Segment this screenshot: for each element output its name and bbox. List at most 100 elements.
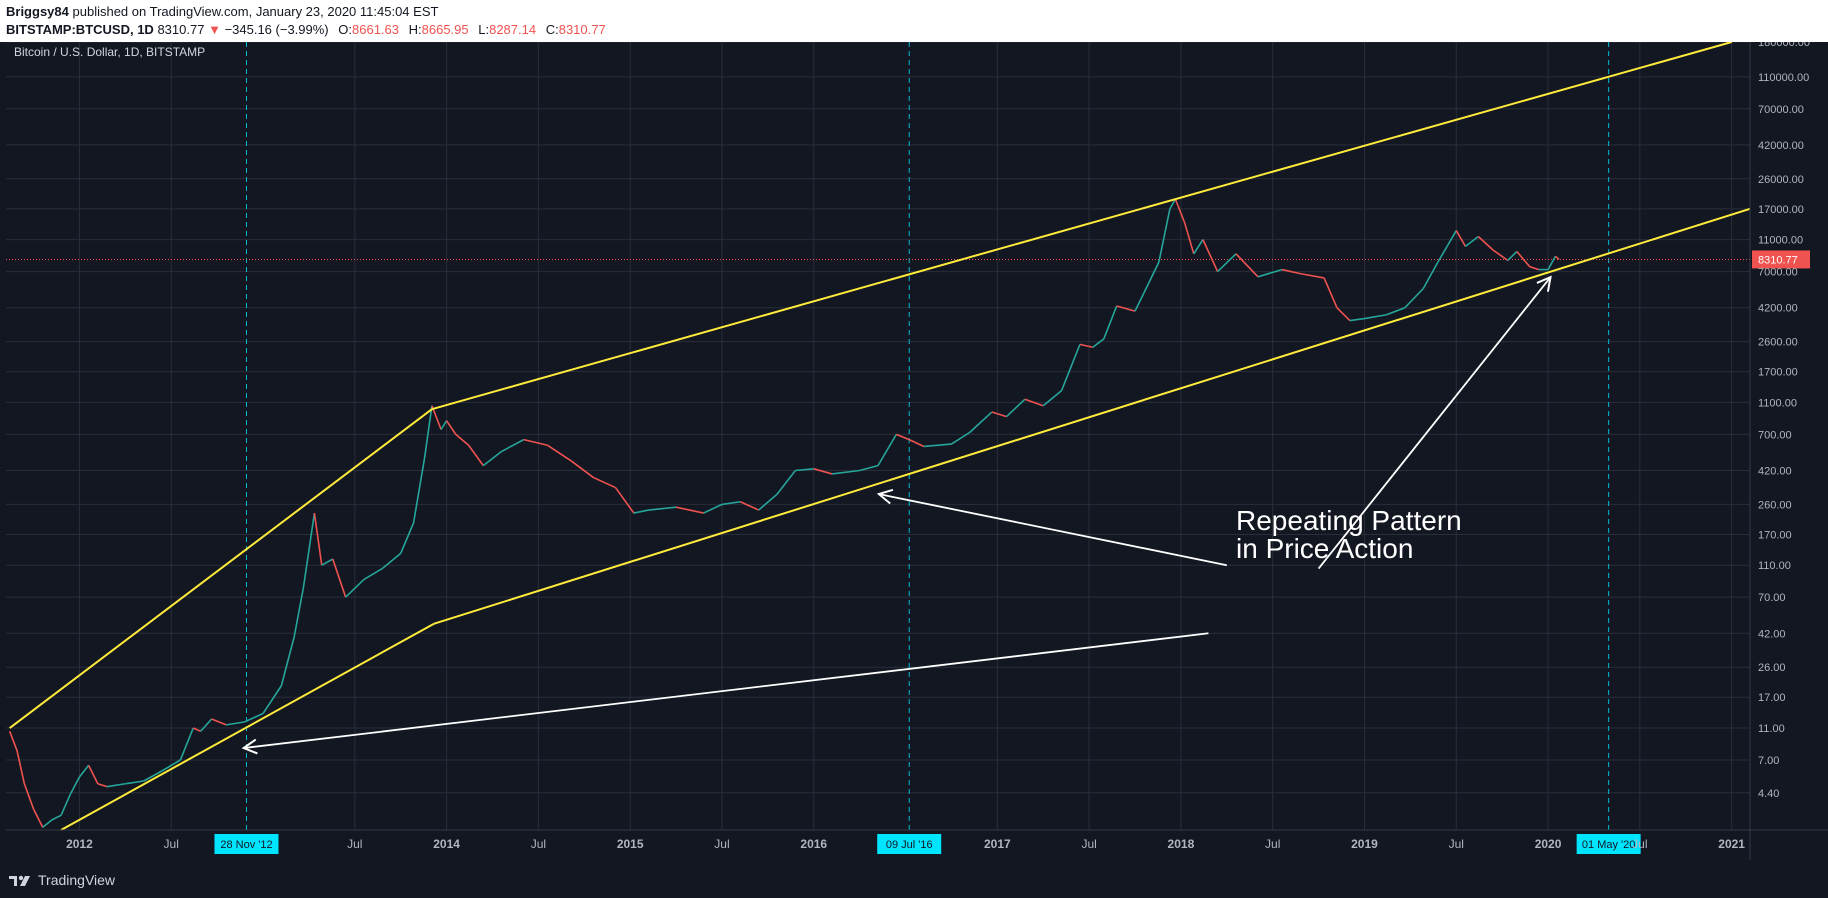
price-segment	[523, 438, 548, 447]
x-tick-label: 2021	[1718, 837, 1745, 851]
price-segment	[877, 433, 898, 467]
price-segment	[1554, 255, 1560, 261]
price-segment	[423, 405, 433, 459]
price-segment	[1193, 239, 1204, 255]
author-name[interactable]: Briggsy84	[6, 4, 69, 19]
price-segment	[1455, 230, 1467, 247]
price-segment	[280, 636, 295, 686]
price-segment	[179, 727, 194, 761]
price-segment	[776, 470, 797, 495]
annotation-arrow	[880, 494, 1227, 567]
price-segment	[813, 468, 833, 475]
high-value: 8665.95	[421, 22, 469, 37]
price-segment	[1134, 284, 1149, 312]
price-segment	[593, 476, 616, 489]
price-segment	[1169, 198, 1177, 210]
annotation-arrows	[245, 278, 1550, 748]
price-segment	[1174, 198, 1186, 223]
y-tick-label: 110.00	[1758, 560, 1791, 572]
price-segment	[758, 493, 778, 511]
y-tick-label: 4200.00	[1758, 303, 1798, 315]
symbol-label: BITSTAMP:BTCUSD, 1D	[6, 22, 154, 37]
y-tick-label: 26000.00	[1758, 174, 1804, 186]
price-segment	[951, 431, 971, 445]
price-segment	[51, 814, 62, 821]
price-segment	[8, 731, 18, 751]
event-markers: 28 Nov '12 09 Jul '16 01 May '20	[214, 42, 1641, 854]
price-segment	[1349, 317, 1365, 322]
price-segment	[633, 509, 649, 514]
x-tick-label: 2020	[1535, 837, 1562, 851]
x-tick-label: 2018	[1168, 837, 1195, 851]
y-tick-label: 260.00	[1758, 499, 1792, 511]
price-segment	[570, 460, 594, 479]
price-segment	[1092, 338, 1105, 348]
price-segment	[321, 558, 334, 566]
price-segment	[547, 444, 572, 462]
down-arrow-icon: ▼	[208, 22, 221, 37]
price-segment	[381, 552, 402, 570]
trendline-lower-channel	[433, 207, 1751, 625]
event-marker-label: 28 Nov '12	[220, 839, 272, 851]
price-segment	[1364, 313, 1387, 320]
x-tick-label: 2015	[617, 837, 644, 851]
price-segment	[399, 522, 415, 554]
price-segment	[60, 794, 71, 816]
price-segment	[1446, 230, 1457, 247]
y-tick-label: 11000.00	[1758, 235, 1803, 247]
chart-title: Bitcoin / U.S. Dollar, 1D, BITSTAMP	[14, 45, 205, 59]
price-segment	[262, 685, 283, 714]
price-segment	[125, 780, 144, 785]
price-segment	[211, 718, 227, 726]
price-segment	[1477, 235, 1494, 251]
price-segment	[226, 721, 245, 726]
price-segment	[614, 487, 635, 514]
y-tick-label: 7.00	[1758, 755, 1779, 767]
open-value: 8661.63	[352, 22, 399, 37]
price-segment	[363, 567, 383, 581]
price-segment	[1217, 253, 1237, 273]
price-segment	[302, 512, 316, 588]
price-segment	[1492, 249, 1509, 262]
tradingview-brand[interactable]: TradingView	[8, 872, 115, 888]
axes: 4.40 7.00 11.00 17.00 26.00 42.00 70.00 110.00 1…	[6, 42, 1828, 860]
publish-header: Briggsy84 published on TradingView.com, …	[0, 0, 1828, 42]
x-tick-label: Jul	[1449, 837, 1464, 851]
y-tick-label: 70.00	[1758, 592, 1786, 604]
price-series	[8, 198, 1560, 828]
price-segment	[293, 587, 305, 637]
price-segment	[87, 764, 99, 785]
y-tick-label: 170.00	[1758, 529, 1792, 541]
chart-background	[0, 42, 1828, 862]
y-tick-label: 70000.00	[1758, 104, 1804, 116]
price-segment	[721, 500, 741, 506]
x-tick-label: 2016	[800, 837, 827, 851]
published-text: published on TradingView.com, January 23…	[72, 4, 439, 19]
last-price: 8310.77	[157, 22, 205, 37]
price-segment	[78, 764, 90, 778]
close-value: 8310.77	[558, 22, 606, 37]
price-chart[interactable]: 28 Nov '12 09 Jul '16 01 May '20 8310.77 4…	[0, 42, 1828, 862]
price-segment	[1147, 261, 1160, 286]
x-tick-label: Jul	[714, 837, 729, 851]
y-tick-label: 1100.00	[1758, 397, 1797, 409]
price-segment	[969, 411, 993, 433]
trendline-early-upper	[9, 408, 433, 729]
price-segment	[332, 558, 347, 598]
price-segment	[1235, 253, 1259, 278]
price-segment	[1257, 268, 1283, 278]
brand-name: TradingView	[38, 872, 116, 888]
price-segment	[1516, 250, 1531, 268]
open-label: O:	[338, 22, 352, 37]
price-segment	[991, 411, 1007, 418]
price-segment	[445, 420, 457, 435]
price-segment	[832, 469, 860, 475]
high-label: H:	[408, 22, 422, 37]
symbol-ohlc: BITSTAMP:BTCUSD, 1D 8310.77 ▼ −345.16 (−…	[6, 22, 606, 37]
x-tick-label: Jul	[347, 837, 362, 851]
price-segment	[1336, 307, 1351, 322]
price-segment	[1323, 277, 1338, 309]
event-marker-label: 09 Jul '16	[886, 839, 933, 851]
price-segment	[795, 468, 814, 472]
price-change: −345.16 (−3.99%)	[224, 22, 329, 37]
